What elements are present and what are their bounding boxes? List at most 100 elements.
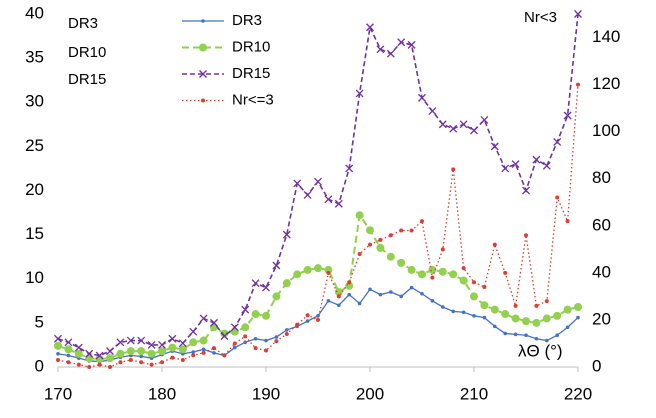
marker — [158, 340, 166, 349]
marker — [524, 233, 528, 238]
y-tick-label: 15 — [25, 224, 44, 243]
x-tick-label: 220 — [564, 384, 592, 403]
marker — [389, 290, 393, 294]
marker — [409, 285, 414, 290]
marker — [542, 314, 551, 323]
x-tick-label: 200 — [356, 384, 384, 403]
marker — [64, 338, 73, 347]
marker — [282, 230, 291, 239]
marker — [137, 347, 146, 356]
y-tick-label: 20 — [25, 180, 44, 199]
legend-marker — [199, 70, 207, 78]
marker — [158, 347, 166, 356]
marker — [555, 195, 560, 200]
marker — [542, 161, 551, 170]
y-tick-label: 35 — [25, 48, 44, 67]
marker — [355, 89, 364, 98]
marker — [66, 360, 71, 365]
legend-marker — [201, 19, 205, 23]
marker — [126, 336, 135, 345]
marker — [357, 301, 362, 306]
x-tick-label: 180 — [148, 384, 176, 403]
marker — [522, 186, 530, 195]
marker — [54, 341, 62, 350]
marker — [149, 362, 154, 367]
marker — [160, 360, 164, 365]
marker — [303, 190, 312, 199]
marker — [459, 276, 468, 285]
y2-tick-label: 100 — [592, 121, 620, 140]
marker — [326, 299, 331, 303]
marker — [178, 339, 187, 348]
marker — [230, 327, 239, 336]
marker — [97, 362, 102, 367]
marker — [336, 294, 341, 299]
marker — [199, 336, 208, 345]
marker — [576, 315, 580, 320]
y-tick-label: 0 — [35, 356, 44, 375]
marker — [295, 322, 300, 327]
marker — [189, 327, 198, 336]
x-axis-label: λΘ (°) — [518, 341, 563, 360]
marker — [66, 353, 71, 358]
marker — [85, 354, 94, 363]
marker — [472, 280, 476, 285]
marker — [534, 303, 539, 308]
y2-tick-label: 80 — [592, 168, 611, 187]
marker — [305, 319, 310, 323]
legend-label: DR15 — [232, 65, 270, 82]
marker — [513, 332, 518, 337]
marker — [555, 333, 559, 338]
marker — [574, 10, 582, 18]
legend-label: Nr<=3 — [232, 91, 274, 108]
marker — [230, 323, 239, 332]
x-tick-label: 170 — [44, 384, 72, 403]
y-tick-label: 40 — [25, 3, 44, 22]
marker — [503, 331, 508, 336]
marker — [233, 345, 237, 350]
marker — [243, 334, 248, 339]
y2-tick-label: 140 — [592, 27, 620, 46]
marker — [253, 336, 258, 341]
marker — [334, 199, 343, 208]
marker — [449, 124, 458, 133]
marker — [76, 362, 81, 367]
series-line — [57, 13, 579, 357]
marker — [553, 138, 562, 146]
marker — [168, 334, 177, 343]
marker — [386, 252, 395, 261]
marker — [87, 365, 92, 369]
marker — [212, 351, 216, 355]
marker — [574, 302, 582, 311]
marker — [272, 261, 281, 270]
legend-label: DR10 — [232, 38, 270, 55]
series-line — [57, 212, 579, 361]
marker — [492, 242, 497, 247]
marker — [511, 160, 520, 168]
marker — [128, 357, 133, 362]
marker — [482, 315, 487, 320]
marker — [428, 107, 437, 116]
legend-label: DR3 — [232, 12, 262, 29]
marker — [461, 310, 466, 315]
marker — [220, 332, 229, 341]
marker — [74, 343, 83, 352]
x-tick-label: 210 — [460, 384, 488, 403]
marker — [461, 266, 466, 271]
marker — [420, 291, 424, 296]
marker — [168, 343, 177, 352]
marker — [397, 258, 406, 267]
marker — [420, 219, 424, 224]
marker — [191, 353, 196, 358]
y2-tick-label: 40 — [592, 262, 611, 281]
marker — [490, 305, 499, 314]
marker — [544, 299, 549, 304]
marker — [366, 23, 374, 32]
marker — [576, 82, 580, 87]
x-tick-label: 190 — [252, 384, 280, 403]
y2-tick-label: 0 — [592, 356, 601, 375]
marker — [501, 310, 510, 319]
marker — [147, 349, 156, 358]
marker — [147, 340, 156, 349]
marker — [116, 338, 125, 347]
